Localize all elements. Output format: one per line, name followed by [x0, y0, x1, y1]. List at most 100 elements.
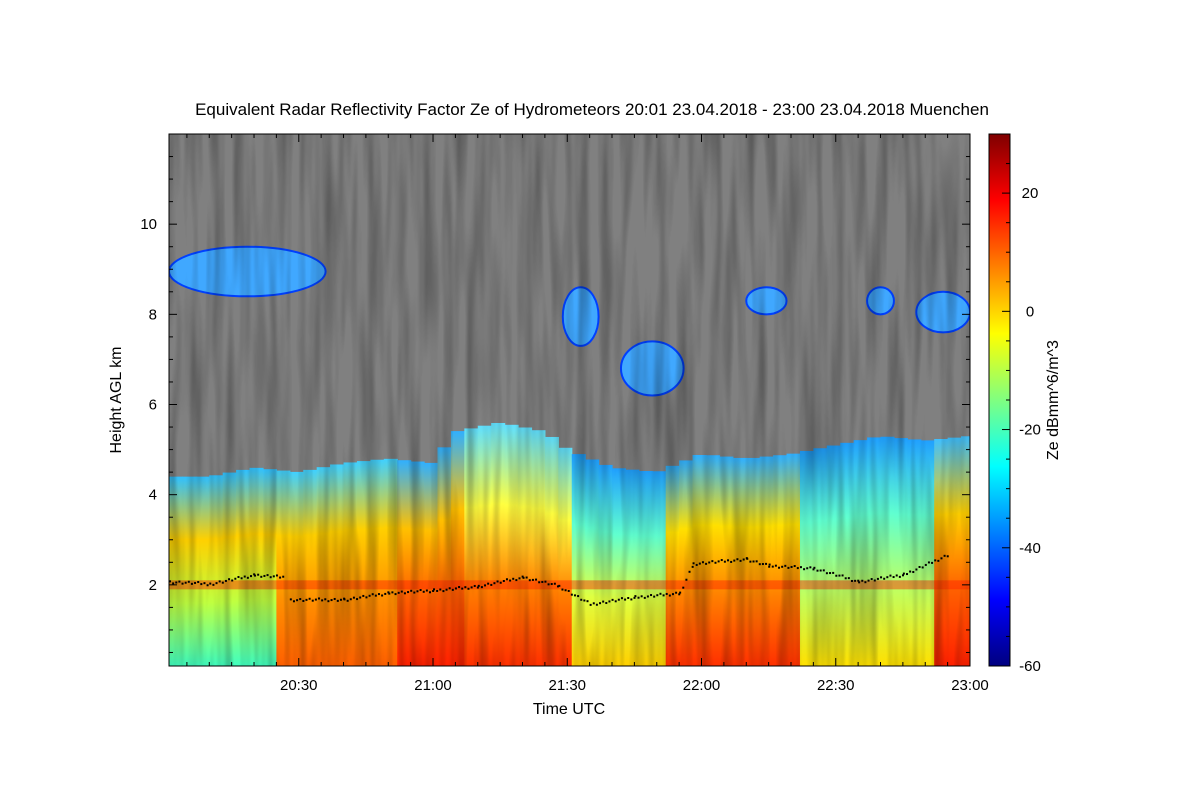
melting-layer-point: [272, 575, 275, 578]
melting-layer-point: [698, 562, 701, 565]
melting-layer-point: [184, 581, 187, 584]
melting-layer-point: [564, 589, 567, 592]
y-tick-label: 2: [149, 577, 157, 594]
melting-layer-point: [215, 582, 218, 585]
melting-layer-point: [812, 568, 815, 571]
melting-layer-point: [522, 576, 525, 579]
melting-layer-point: [653, 595, 656, 598]
melting-layer-point: [269, 576, 272, 579]
melting-layer-point: [611, 598, 614, 601]
melting-layer-point: [311, 599, 314, 602]
melting-layer-point: [880, 576, 883, 579]
melting-layer-point: [266, 574, 269, 577]
melting-layer-point: [806, 567, 809, 570]
melting-layer-point: [943, 554, 946, 557]
melting-layer-point: [302, 599, 305, 602]
y-tick-label: 4: [149, 487, 157, 504]
melting-layer-point: [870, 578, 873, 581]
melting-layer-point: [934, 559, 937, 562]
melting-layer-point: [620, 597, 623, 600]
melting-layer-point: [774, 564, 777, 567]
melting-layer-point: [181, 582, 184, 585]
melting-layer-point: [796, 567, 799, 570]
melting-layer-point: [480, 586, 483, 589]
melting-layer-point: [484, 584, 487, 587]
melting-layer-point: [946, 555, 949, 558]
melting-layer-point: [850, 579, 853, 582]
melting-layer-point: [253, 573, 256, 576]
melting-layer-point: [490, 583, 493, 586]
plot-frame: [168, 133, 971, 667]
melting-layer-point: [321, 599, 324, 602]
x-tick-label: 22:30: [817, 677, 855, 694]
melting-layer-point: [391, 591, 394, 594]
melting-layer-point: [873, 579, 876, 582]
melting-layer-point: [902, 572, 905, 575]
melting-layer-point: [605, 602, 608, 605]
melting-layer-point: [263, 574, 266, 577]
y-axis-label: Height AGL km: [108, 346, 125, 453]
melting-layer-point: [224, 579, 227, 582]
colorbar-tick-label: -60: [1019, 658, 1041, 675]
melting-layer-point: [835, 574, 838, 577]
melting-layer-point: [428, 591, 431, 594]
melting-layer-point: [809, 566, 812, 569]
melting-layer-point: [388, 592, 391, 595]
melting-layer-point: [787, 566, 790, 569]
melting-layer-point: [573, 594, 576, 597]
melting-layer-point: [470, 586, 473, 589]
x-tick-label: 21:30: [548, 677, 586, 694]
melting-layer-point: [883, 577, 886, 580]
melting-layer-point: [841, 574, 844, 577]
melting-layer-point: [595, 603, 598, 606]
melting-layer-point: [711, 560, 714, 563]
melting-layer-point: [592, 602, 595, 605]
melting-layer-point: [349, 598, 352, 601]
melting-layer-point: [705, 562, 708, 565]
melting-layer-point: [356, 598, 359, 601]
melting-layer-point: [662, 594, 665, 597]
melting-layer-point: [825, 572, 828, 575]
melting-layer-point: [535, 578, 538, 581]
melting-layer-point: [282, 575, 285, 578]
texture-overlay: [169, 134, 970, 666]
melting-layer-point: [720, 559, 723, 562]
melting-layer-point: [937, 559, 940, 562]
melting-layer-point: [832, 571, 835, 574]
melting-layer-point: [175, 581, 178, 584]
melting-layer-point: [525, 576, 528, 579]
melting-layer-point: [659, 592, 662, 595]
melting-layer-point: [333, 597, 336, 600]
melting-layer-point: [921, 566, 924, 569]
melting-layer-point: [231, 579, 234, 582]
melting-layer-point: [580, 598, 583, 601]
melting-layer-point: [643, 596, 646, 599]
colorbar-tick-label: -40: [1019, 540, 1041, 557]
melting-layer-point: [723, 560, 726, 563]
melting-layer-point: [346, 599, 349, 602]
melting-layer-point: [577, 595, 580, 598]
melting-layer-point: [442, 590, 445, 593]
melting-layer-point: [608, 600, 611, 603]
melting-layer-point: [771, 565, 774, 568]
melting-layer-point: [886, 576, 889, 579]
melting-layer-point: [518, 577, 521, 580]
melting-layer-point: [467, 587, 470, 590]
melting-layer-point: [416, 590, 419, 593]
melting-layer-point: [790, 565, 793, 568]
melting-layer-point: [336, 599, 339, 602]
melting-layer-point: [876, 577, 879, 580]
melting-layer-point: [275, 574, 278, 577]
melting-layer-point: [586, 600, 589, 603]
y-axis: 2 4 6 8 10: [140, 156, 970, 653]
melting-layer-point: [407, 591, 410, 594]
melting-layer-point: [915, 568, 918, 571]
melting-layer-point: [318, 597, 321, 600]
melting-layer-point: [221, 581, 224, 584]
melting-layer-point: [634, 595, 637, 598]
melting-layer-point: [733, 559, 736, 562]
melting-layer-point: [892, 576, 895, 579]
melting-layer-point: [746, 557, 749, 560]
melting-layer-point: [359, 596, 362, 599]
melting-layer-point: [640, 595, 643, 598]
